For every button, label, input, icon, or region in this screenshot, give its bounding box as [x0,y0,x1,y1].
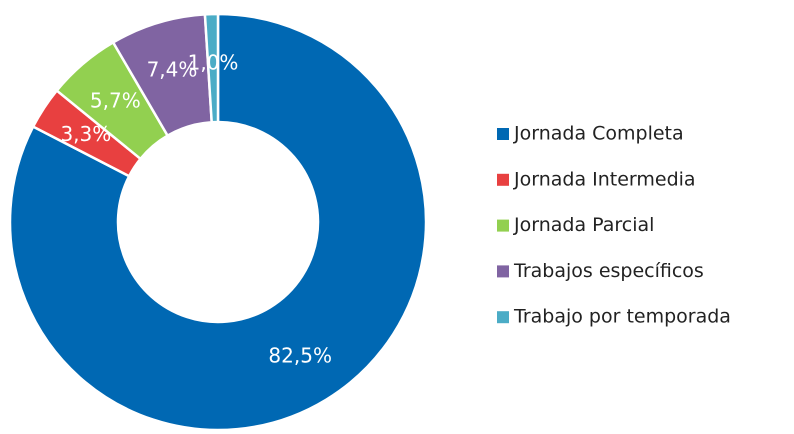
legend-swatch [497,128,509,140]
donut-segment [203,12,220,124]
value-label: 5,7% [90,88,141,112]
value-label: 7,4% [147,57,198,81]
legend-swatch [497,265,509,278]
donut-segment [8,12,428,432]
value-label: 82,5% [268,343,332,367]
value-label: 1,0% [188,51,239,75]
legend-label: Trabajos específicos [513,260,704,282]
legend-label: Jornada Completa [513,123,684,145]
legend-swatch [497,311,509,324]
legend-label: Trabajo por temporada [513,306,731,328]
legend-label: Jornada Intermedia [513,168,696,190]
value-label: 3,3% [60,122,111,146]
legend-label: Jornada Parcial [513,214,654,236]
legend-swatch [497,219,509,232]
legend-swatch [497,173,509,186]
